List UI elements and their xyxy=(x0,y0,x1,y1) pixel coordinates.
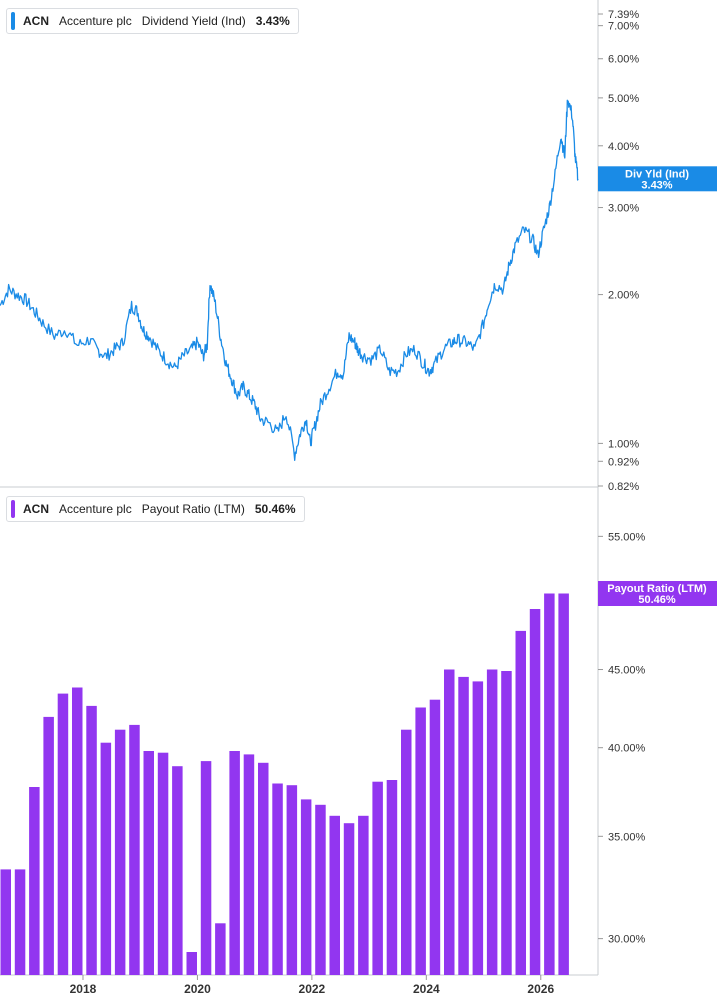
yield-legend-swatch xyxy=(11,12,15,30)
payout-bar xyxy=(515,630,526,975)
payout-bar xyxy=(300,799,312,975)
legend-company: Accenture plc xyxy=(59,14,132,28)
payout-bar xyxy=(14,869,26,975)
yield-tick-label: 4.00% xyxy=(608,141,639,153)
x-axis: 2018 2020 2022 2024 2026 xyxy=(70,975,554,996)
payout-bar xyxy=(358,815,369,975)
payout-bar xyxy=(258,762,269,975)
yield-badge-value: 3.43% xyxy=(641,179,672,191)
payout-bar xyxy=(57,693,69,975)
payout-tick-label: 55.00% xyxy=(608,531,646,543)
payout-bar xyxy=(143,751,154,975)
payout-bar xyxy=(243,754,255,975)
legend-symbol: ACN xyxy=(23,502,49,516)
payout-bar xyxy=(272,783,283,975)
payout-bar xyxy=(114,729,126,975)
payout-bar xyxy=(544,593,555,975)
x-tick-label: 2022 xyxy=(299,982,326,996)
legend-metric: Dividend Yield (Ind) xyxy=(141,14,246,28)
payout-bar xyxy=(372,781,383,975)
legend-company: Accenture plc xyxy=(59,502,132,516)
yield-tick-label: 3.00% xyxy=(608,203,639,215)
payout-tick-label: 40.00% xyxy=(608,743,646,755)
payout-badge-value: 50.46% xyxy=(638,594,676,606)
payout-bar xyxy=(215,923,226,975)
yield-tick-label: 2.00% xyxy=(608,290,639,302)
payout-bar xyxy=(129,724,140,975)
payout-badge: Payout Ratio (LTM) 50.46% xyxy=(598,581,717,606)
payout-bar xyxy=(458,676,469,975)
yield-tick-label: 1.00% xyxy=(608,438,639,450)
payout-bar xyxy=(157,752,169,975)
payout-bar xyxy=(29,787,40,975)
payout-bar xyxy=(86,705,97,975)
yield-badge: Div Yld (Ind) 3.43% xyxy=(598,166,717,192)
payout-bar xyxy=(200,761,212,975)
yield-y-axis: 7.39%7.00% 6.00% 5.00% 4.00% 3.00% 2.00% 1.00%… xyxy=(598,9,639,493)
payout-legend[interactable]: ACN Accenture plc Payout Ratio (LTM) 50.… xyxy=(6,496,305,522)
payout-bar xyxy=(329,815,340,975)
payout-bar xyxy=(100,742,112,975)
payout-bar xyxy=(286,785,298,975)
x-tick-label: 2026 xyxy=(527,982,554,996)
yield-tick-label: 0.82% xyxy=(608,481,639,493)
yield-tick-label: 6.00% xyxy=(608,54,639,66)
legend-value: 50.46% xyxy=(254,502,296,516)
payout-bar xyxy=(315,804,326,975)
yield-tick-label: 7.39% xyxy=(608,9,639,21)
yield-tick-label: 0.92% xyxy=(608,456,639,468)
dividend-yield-line xyxy=(0,99,579,461)
payout-bar xyxy=(72,687,83,975)
yield-tick-label: 7.00% xyxy=(608,21,639,33)
payout-bar xyxy=(558,593,569,975)
yield-legend[interactable]: ACN Accenture plc Dividend Yield (Ind) 3… xyxy=(6,8,299,34)
payout-legend-swatch xyxy=(11,500,15,518)
payout-bar xyxy=(444,669,455,975)
payout-badge-label: Payout Ratio (LTM) xyxy=(607,583,707,595)
payout-bar xyxy=(529,609,541,975)
payout-bar xyxy=(43,716,54,975)
payout-bar xyxy=(386,780,398,975)
payout-tick-label: 30.00% xyxy=(608,934,646,946)
payout-ratio-bars xyxy=(0,593,569,975)
yield-badge-label: Div Yld (Ind) xyxy=(625,168,689,180)
yield-tick-label: 5.00% xyxy=(608,93,639,105)
payout-bar xyxy=(486,669,498,975)
payout-bar xyxy=(229,751,240,975)
legend-symbol: ACN xyxy=(23,14,49,28)
payout-bar xyxy=(0,869,11,975)
payout-bar xyxy=(501,671,512,975)
payout-bar xyxy=(429,699,441,975)
payout-tick-label: 45.00% xyxy=(608,665,646,677)
payout-bar xyxy=(415,707,426,975)
x-tick-label: 2020 xyxy=(184,982,211,996)
payout-tick-label: 35.00% xyxy=(608,831,646,843)
payout-bar xyxy=(186,952,197,975)
payout-bar xyxy=(343,823,355,975)
payout-y-axis: 55.00% 45.00% 40.00% 35.00% 30.00% xyxy=(598,531,646,946)
payout-bar xyxy=(472,681,484,975)
payout-bar xyxy=(401,729,412,975)
payout-bar xyxy=(172,766,183,975)
legend-value: 3.43% xyxy=(255,14,290,28)
x-tick-label: 2018 xyxy=(70,982,97,996)
x-tick-label: 2024 xyxy=(413,982,440,996)
legend-metric: Payout Ratio (LTM) xyxy=(141,502,245,516)
